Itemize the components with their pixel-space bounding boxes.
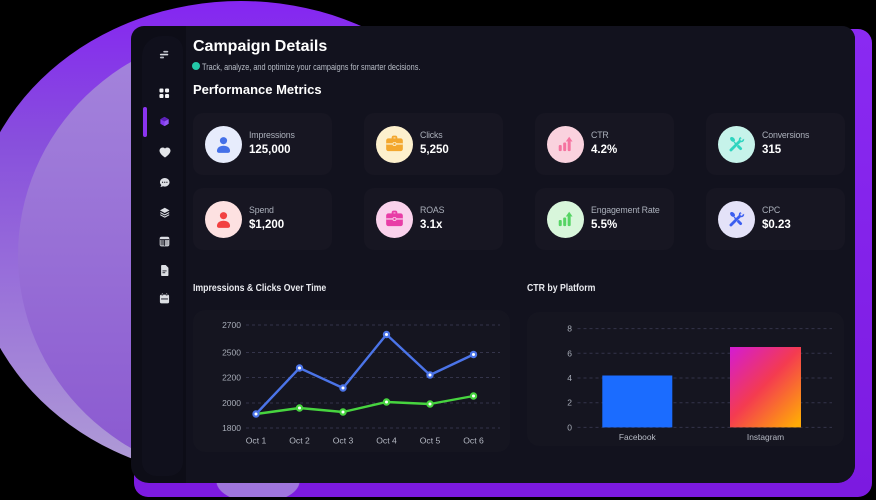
svg-text:Oct 1: Oct 1 [246,435,267,445]
svg-text:Oct 2: Oct 2 [289,435,310,445]
svg-text:Oct 3: Oct 3 [333,435,354,445]
svg-text:0: 0 [567,422,572,432]
svg-text:Oct 4: Oct 4 [376,435,397,445]
svg-text:2700: 2700 [222,320,241,330]
svg-text:Instagram: Instagram [747,432,784,442]
svg-text:2200: 2200 [222,373,241,383]
svg-text:4: 4 [567,373,572,383]
svg-text:Oct 5: Oct 5 [420,435,441,445]
svg-text:8: 8 [567,324,572,334]
svg-text:2500: 2500 [222,348,241,358]
svg-text:2: 2 [567,398,572,408]
svg-text:2000: 2000 [222,398,241,408]
svg-text:1800: 1800 [222,423,241,433]
svg-text:Oct 6: Oct 6 [463,435,484,445]
svg-text:Facebook: Facebook [619,432,657,442]
svg-text:6: 6 [567,348,572,358]
